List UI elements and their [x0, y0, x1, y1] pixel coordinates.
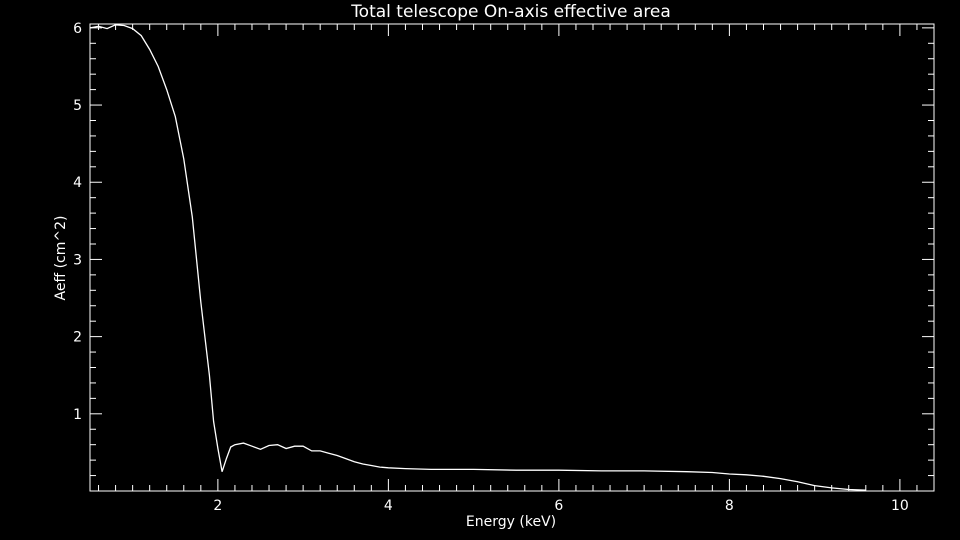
y-tick-label: 1	[73, 407, 82, 423]
y-tick-label: 2	[73, 330, 82, 346]
x-tick-label: 2	[213, 498, 222, 514]
y-axis-label: Aeff (cm^2)	[53, 216, 69, 301]
y-tick-label: 3	[73, 252, 82, 268]
effective-area-line	[89, 24, 866, 491]
x-tick-label: 4	[384, 498, 393, 514]
x-tick-label: 8	[725, 498, 734, 514]
axis-ticks	[90, 24, 935, 491]
y-tick-label: 6	[73, 21, 82, 37]
y-tick-label: 5	[73, 98, 82, 114]
chart-title: Total telescope On-axis effective area	[350, 2, 671, 22]
x-axis-label: Energy (keV)	[466, 514, 556, 530]
plot-frame	[89, 23, 935, 492]
x-tick-label: 10	[891, 498, 909, 514]
x-tick-label: 6	[554, 498, 563, 514]
series-points	[89, 24, 867, 491]
y-tick-label: 4	[73, 175, 82, 191]
